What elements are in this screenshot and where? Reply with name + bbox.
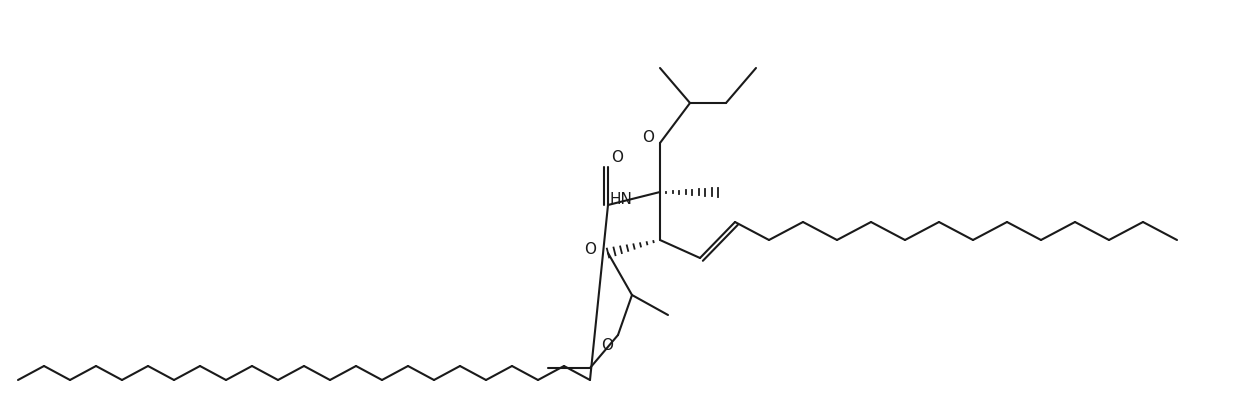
Text: O: O (642, 131, 654, 145)
Text: HN: HN (609, 193, 632, 208)
Text: O: O (601, 338, 612, 353)
Text: O: O (584, 243, 596, 258)
Text: O: O (611, 150, 622, 165)
